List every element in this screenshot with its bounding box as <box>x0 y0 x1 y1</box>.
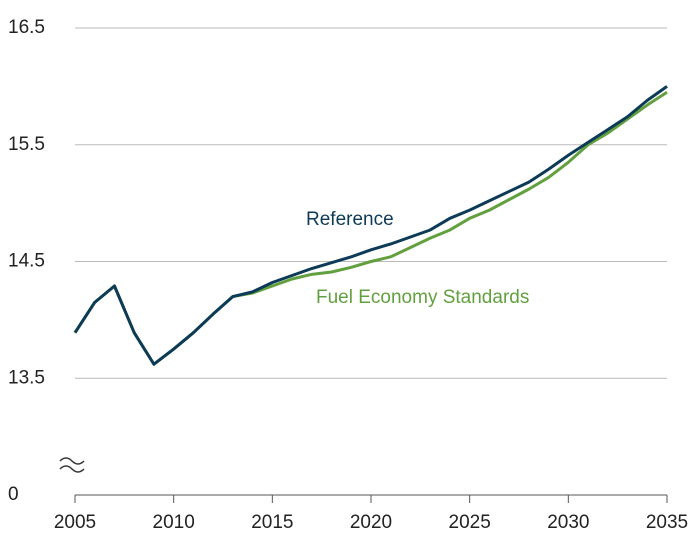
x-tick-label: 2005 <box>54 512 96 533</box>
axis-break-symbol <box>59 457 85 473</box>
series-label: Reference <box>306 209 394 230</box>
y-tick-label: 14.5 <box>8 251 45 272</box>
x-tick-label: 2030 <box>547 512 589 533</box>
x-tick-label: 2035 <box>646 512 688 533</box>
y-tick-label: 0 <box>8 484 19 505</box>
line-series <box>73 85 668 366</box>
y-tick-label: 13.5 <box>8 367 45 388</box>
y-tick-label: 15.5 <box>8 134 45 155</box>
x-tick-label: 2025 <box>449 512 491 533</box>
x-tick-label: 2020 <box>350 512 392 533</box>
x-tick-label: 2010 <box>153 512 195 533</box>
y-tick-label: 16.5 <box>8 17 45 38</box>
series-label: Fuel Economy Standards <box>316 287 529 308</box>
x-tick-label: 2015 <box>251 512 293 533</box>
